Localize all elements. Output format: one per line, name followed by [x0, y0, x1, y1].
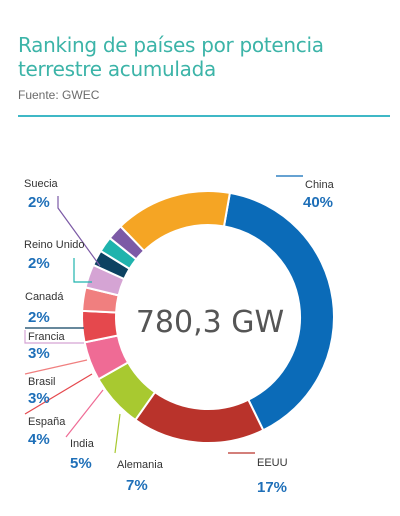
label-china: China: [305, 179, 335, 191]
label-reino-unido: Reino Unido: [24, 239, 85, 251]
center-total-label: 780,3 GW: [136, 305, 284, 340]
value-canada: 2%: [28, 309, 50, 326]
leader-brasil: [24, 359, 88, 375]
chart-source: Fuente: GWEC: [18, 88, 100, 102]
slice-eeuu: [133, 390, 265, 444]
label-brasil: Brasil: [28, 376, 56, 388]
value-alemania: 7%: [126, 477, 148, 494]
value-francia: 3%: [28, 345, 50, 362]
leader-espana: [24, 373, 93, 415]
value-espana: 4%: [28, 431, 50, 448]
leader-francia: [24, 330, 84, 344]
label-india: India: [70, 438, 95, 450]
leader-reino-unido: [73, 258, 92, 283]
slice-china: [222, 191, 335, 432]
value-suecia: 2%: [28, 194, 50, 211]
label-canada: Canadá: [25, 291, 64, 303]
value-brasil: 3%: [28, 390, 50, 407]
chart-title: Ranking de países por potencia terrestre…: [18, 33, 324, 81]
label-espana: España: [28, 416, 66, 428]
leader-alemania: [114, 413, 121, 454]
leader-india: [65, 389, 104, 438]
label-francia: Francia: [28, 331, 66, 343]
value-india: 5%: [70, 455, 92, 472]
value-reino-unido: 2%: [28, 255, 50, 272]
header-divider: [18, 115, 390, 117]
leader-suecia: [57, 196, 101, 267]
slice-resto: [119, 190, 232, 253]
label-alemania: Alemania: [117, 459, 164, 471]
label-suecia: Suecia: [24, 178, 59, 190]
value-eeuu: 17%: [257, 479, 287, 496]
label-eeuu: EEUU: [257, 457, 288, 469]
slice-espana: [81, 309, 120, 344]
value-china: 40%: [303, 194, 333, 211]
